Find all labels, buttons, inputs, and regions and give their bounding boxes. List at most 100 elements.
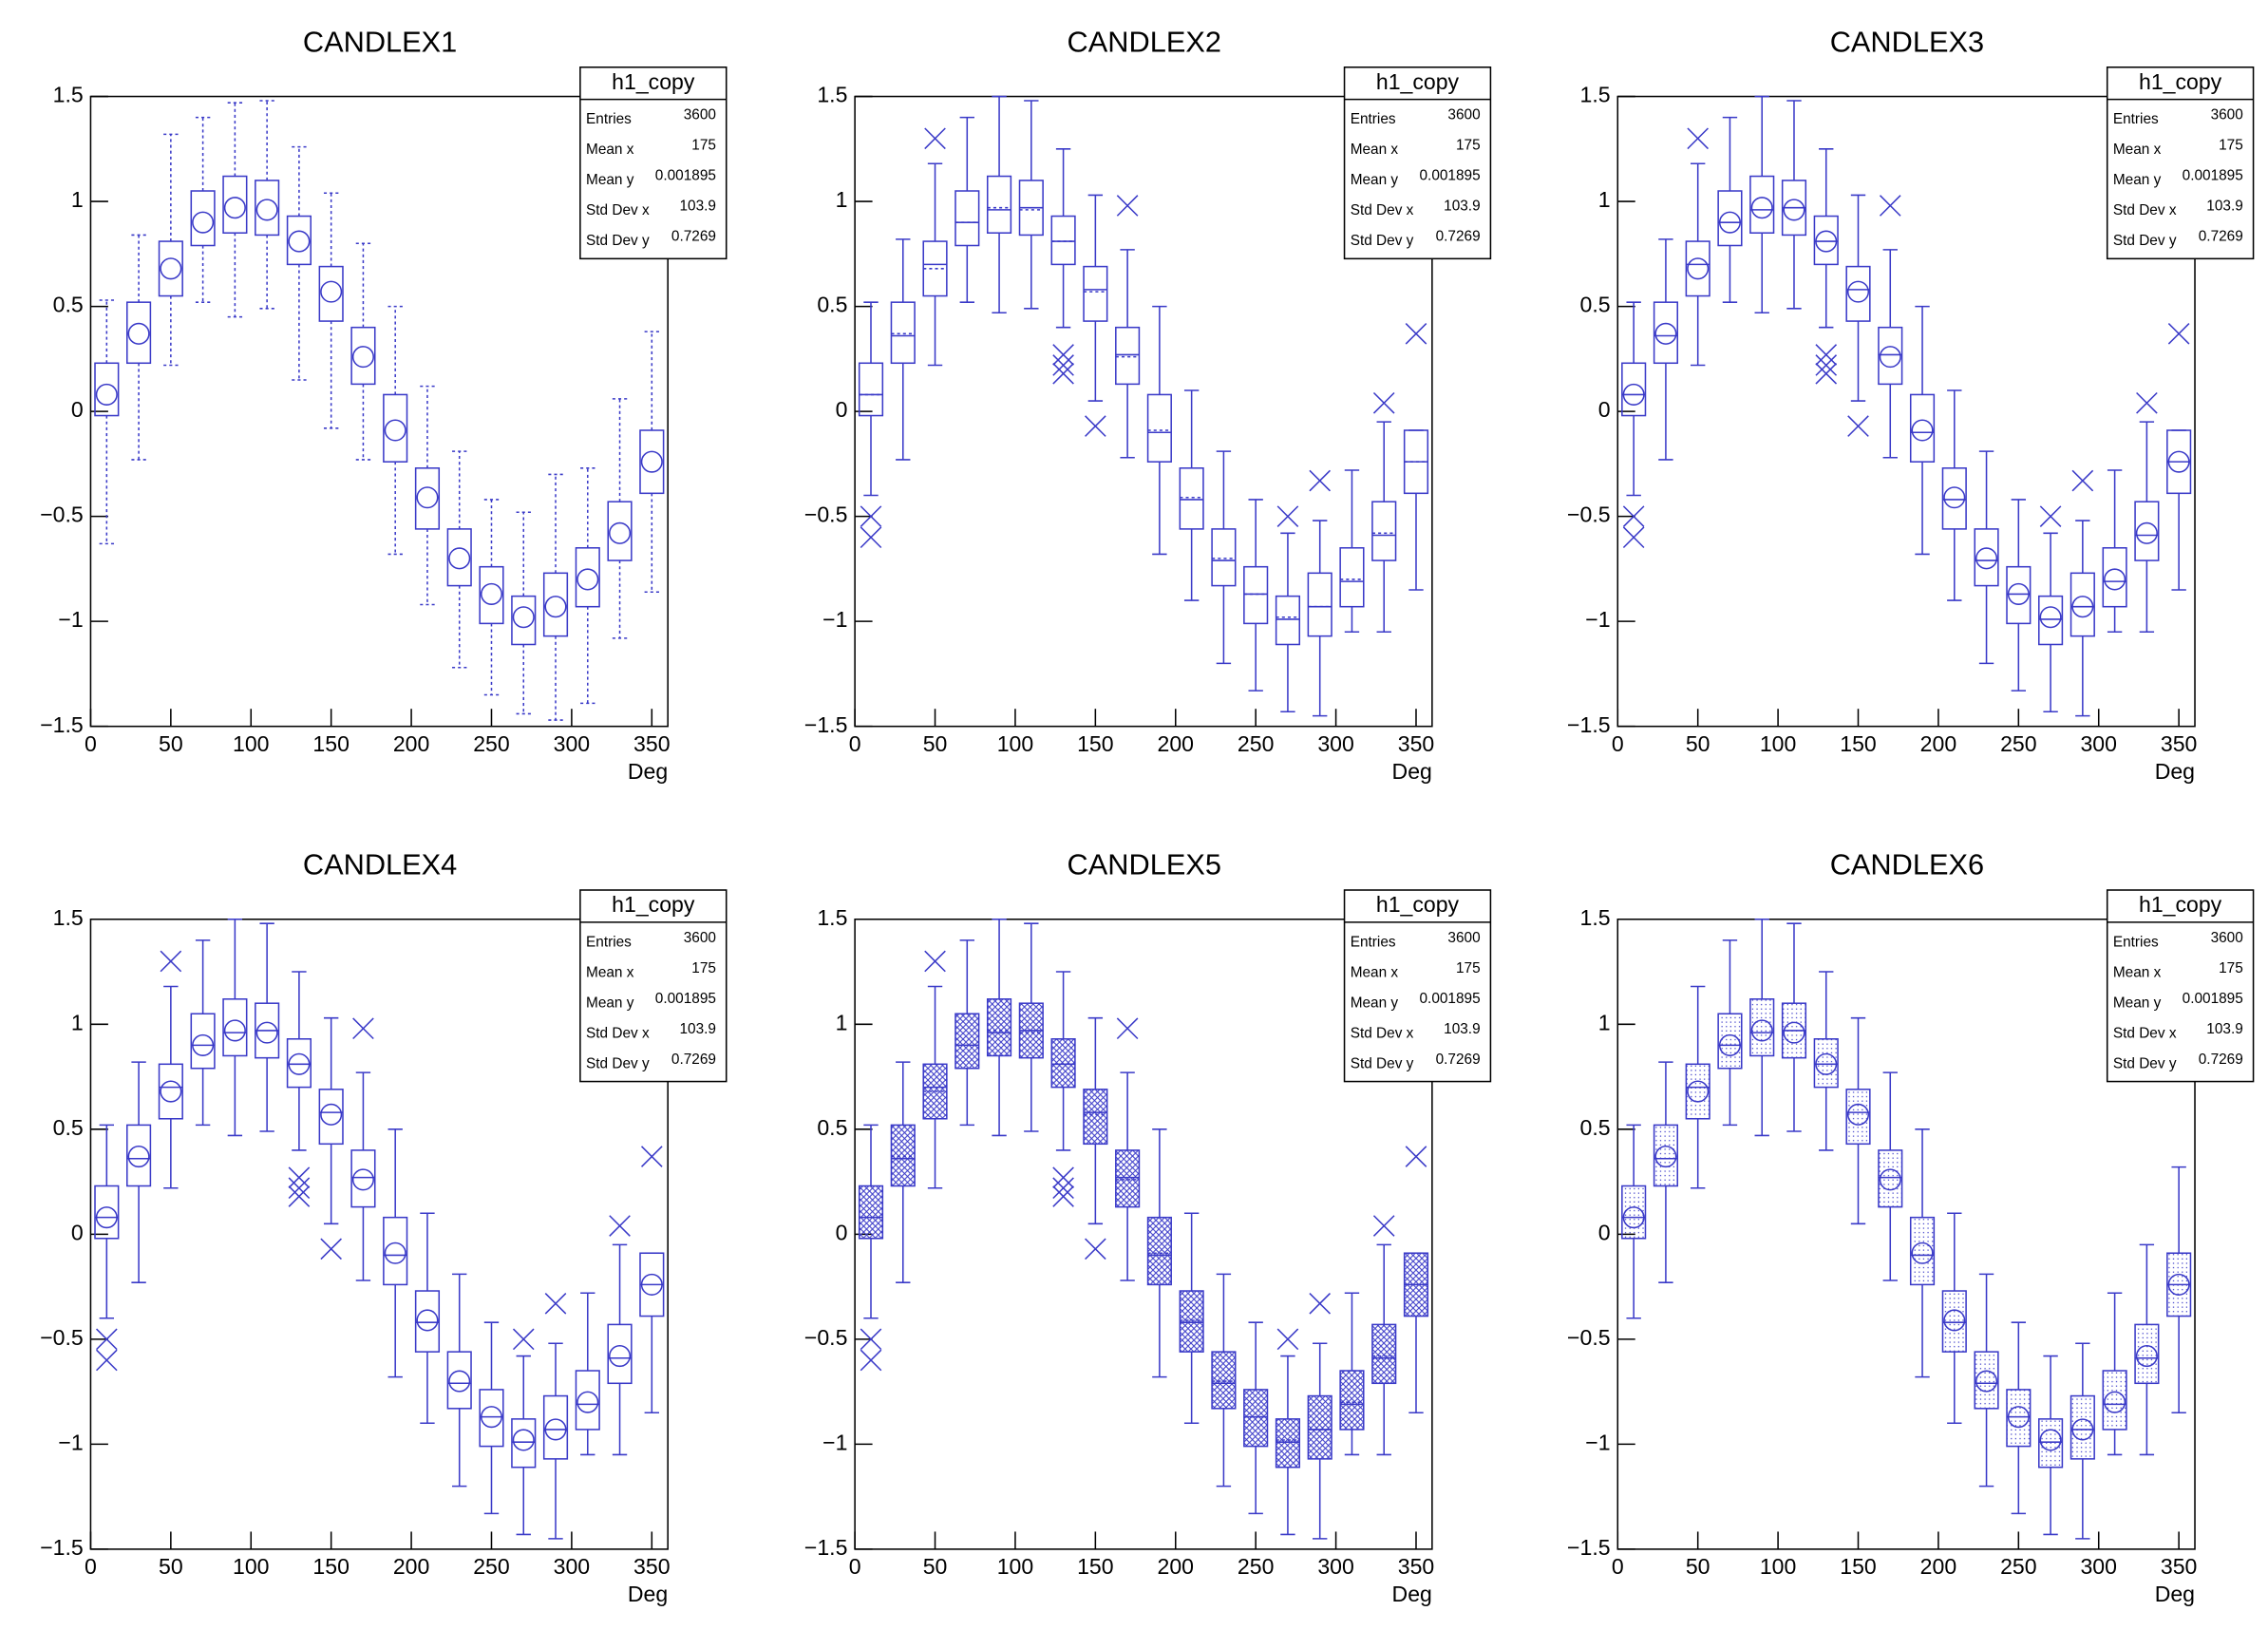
whisker-low xyxy=(2171,493,2186,591)
whisker-low xyxy=(1850,1144,1866,1225)
box xyxy=(1653,301,1679,365)
mean xyxy=(127,1146,150,1168)
outlier xyxy=(288,1185,311,1207)
whisker-low xyxy=(992,233,1007,313)
whisker-high xyxy=(580,1292,595,1372)
box xyxy=(607,501,633,561)
whisker-low xyxy=(195,1068,211,1127)
outlier xyxy=(860,1349,882,1372)
y-tick-label: 1.5 xyxy=(817,905,847,930)
outlier xyxy=(1085,415,1106,437)
whisker-low xyxy=(644,493,659,593)
outlier xyxy=(1687,127,1709,150)
stats-value: 3600 xyxy=(2211,107,2243,123)
box xyxy=(858,362,884,417)
whisker-low xyxy=(1786,1057,1802,1132)
x-tick-label: 200 xyxy=(1920,1554,1956,1579)
whisker-low xyxy=(1152,1284,1167,1378)
whisker-high xyxy=(2139,421,2155,502)
x-tick-label: 150 xyxy=(312,731,349,756)
whisker-low xyxy=(195,245,211,303)
outlier xyxy=(1085,1238,1106,1260)
stats-value: 0.001895 xyxy=(1420,168,1481,184)
whisker-high xyxy=(1947,1212,1962,1292)
mean xyxy=(1975,1370,1998,1393)
whisker-low xyxy=(452,1408,467,1488)
whisker-low xyxy=(612,1383,628,1456)
y-tick-label: −1.5 xyxy=(804,1535,848,1560)
y-tick-label: −0.5 xyxy=(804,1325,848,1350)
whisker-high xyxy=(1819,148,1834,217)
whisker-high xyxy=(1024,922,1039,1004)
box xyxy=(255,180,280,237)
whisker-high xyxy=(2043,532,2058,597)
stats-label: Std Dev y xyxy=(586,1055,650,1071)
box xyxy=(2134,1323,2160,1385)
x-tick-label: 0 xyxy=(849,1554,861,1579)
box xyxy=(2006,1389,2032,1448)
box xyxy=(1050,215,1076,266)
whisker-high xyxy=(516,1355,531,1419)
y-tick-label: −1.5 xyxy=(804,712,848,737)
x-axis-label: Deg xyxy=(2155,759,2195,784)
y-tick-label: −1.5 xyxy=(1567,712,1611,737)
whisker-high xyxy=(1658,1061,1673,1126)
whisker-low xyxy=(323,1144,339,1225)
mean xyxy=(416,486,439,509)
chart-title: CANDLEX5 xyxy=(1068,848,1221,881)
box xyxy=(1974,528,1999,587)
mean xyxy=(1687,1080,1710,1103)
mean xyxy=(2039,1429,2062,1451)
whisker-high xyxy=(1280,1355,1295,1419)
stats-label: Mean y xyxy=(2113,995,2162,1011)
y-tick-label: −0.5 xyxy=(1567,1325,1611,1350)
y-tick-label: 1 xyxy=(1598,1010,1611,1034)
box xyxy=(126,1124,152,1187)
stats-label: Entries xyxy=(1351,111,1396,127)
chart-title: CANDLEX2 xyxy=(1068,25,1221,58)
whisker-high xyxy=(2043,1355,2058,1419)
whisker-low xyxy=(1754,233,1769,313)
x-tick-label: 300 xyxy=(1317,1554,1353,1579)
whisker-low xyxy=(1978,1408,1994,1488)
whisker-high xyxy=(1248,1321,1263,1390)
outlier xyxy=(96,1349,118,1372)
whisker-high xyxy=(323,1016,339,1090)
outlier xyxy=(1052,344,1074,366)
y-tick-label: −1 xyxy=(1585,1430,1610,1454)
mean xyxy=(576,1391,599,1413)
x-tick-label: 350 xyxy=(633,1554,670,1579)
whisker-high xyxy=(420,385,435,468)
box xyxy=(1083,1089,1108,1146)
whisker-high xyxy=(292,971,307,1039)
whisker-high xyxy=(1690,162,1706,242)
mean xyxy=(640,450,663,473)
y-tick-label: 0 xyxy=(836,397,848,422)
whisker-low xyxy=(323,321,339,429)
x-tick-label: 50 xyxy=(159,731,183,756)
whisker-high xyxy=(355,1071,371,1150)
mean xyxy=(609,1345,632,1368)
whisker-low xyxy=(1658,363,1673,461)
whisker-high xyxy=(483,499,500,567)
mean xyxy=(1943,1309,1966,1332)
stats-title: h1_copy xyxy=(612,892,695,917)
whisker-low xyxy=(1882,384,1898,459)
whisker-low xyxy=(227,233,243,318)
x-tick-label: 150 xyxy=(312,1554,349,1579)
whisker-low xyxy=(1280,1467,1295,1536)
whisker-low xyxy=(1882,1206,1898,1281)
whisker-high xyxy=(483,1321,500,1390)
y-tick-label: −1.5 xyxy=(1567,1535,1611,1560)
whisker-high xyxy=(2107,469,2123,548)
whisker-high xyxy=(1722,939,1738,1014)
box xyxy=(2038,595,2064,646)
whisker-low xyxy=(896,363,911,461)
box xyxy=(479,1389,504,1448)
box xyxy=(1371,501,1397,561)
y-tick-label: 0 xyxy=(836,1220,848,1244)
stats-value: 3600 xyxy=(2211,930,2243,946)
whisker-high xyxy=(1882,249,1898,328)
